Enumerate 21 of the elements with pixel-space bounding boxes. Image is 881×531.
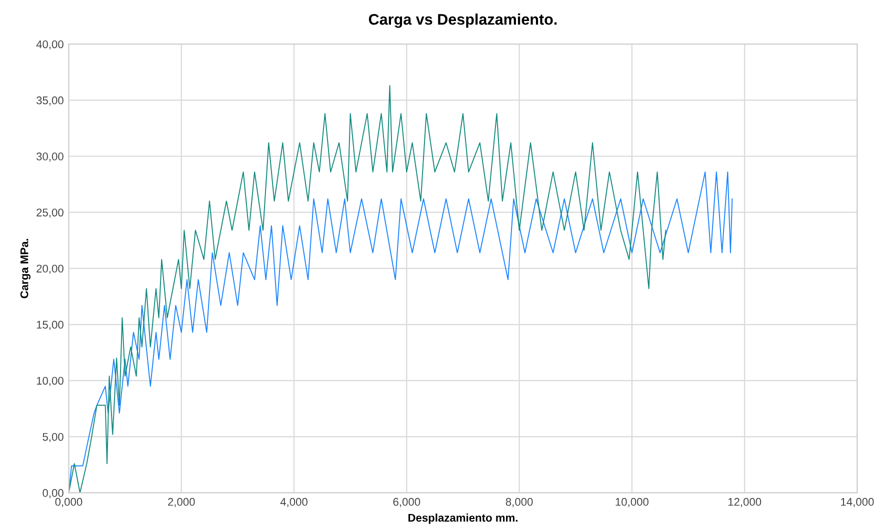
y-tick-label: 30,00 bbox=[36, 152, 64, 162]
y-tick-label: 35,00 bbox=[36, 96, 64, 106]
y-axis-title: Carga MPa. bbox=[20, 238, 30, 298]
line-series bbox=[68, 85, 666, 493]
y-tick-label: 10,00 bbox=[36, 376, 64, 386]
y-tick-label: 0,00 bbox=[42, 489, 64, 498]
x-tick-label: 0,000 bbox=[55, 498, 82, 508]
x-tick-label: 2,000 bbox=[168, 498, 195, 508]
x-tick-label: 6,000 bbox=[393, 498, 420, 508]
x-tick-label: 4,000 bbox=[280, 498, 308, 508]
x-tick-label: 12,000 bbox=[728, 498, 762, 508]
chart-title: Carga vs Desplazamiento. bbox=[368, 14, 557, 28]
x-tick-label: 8,000 bbox=[506, 498, 533, 508]
y-tick-label: 5,00 bbox=[42, 432, 64, 442]
y-tick-label: 15,00 bbox=[36, 320, 64, 330]
y-tick-label: 25,00 bbox=[36, 208, 64, 218]
x-tick-label: 10,000 bbox=[616, 498, 648, 508]
x-tick-label: 14,000 bbox=[841, 498, 874, 508]
x-axis-title: Desplazamiento mm. bbox=[408, 514, 518, 524]
y-tick-label: 20,00 bbox=[36, 264, 64, 274]
y-tick-label: 40,00 bbox=[36, 40, 64, 50]
